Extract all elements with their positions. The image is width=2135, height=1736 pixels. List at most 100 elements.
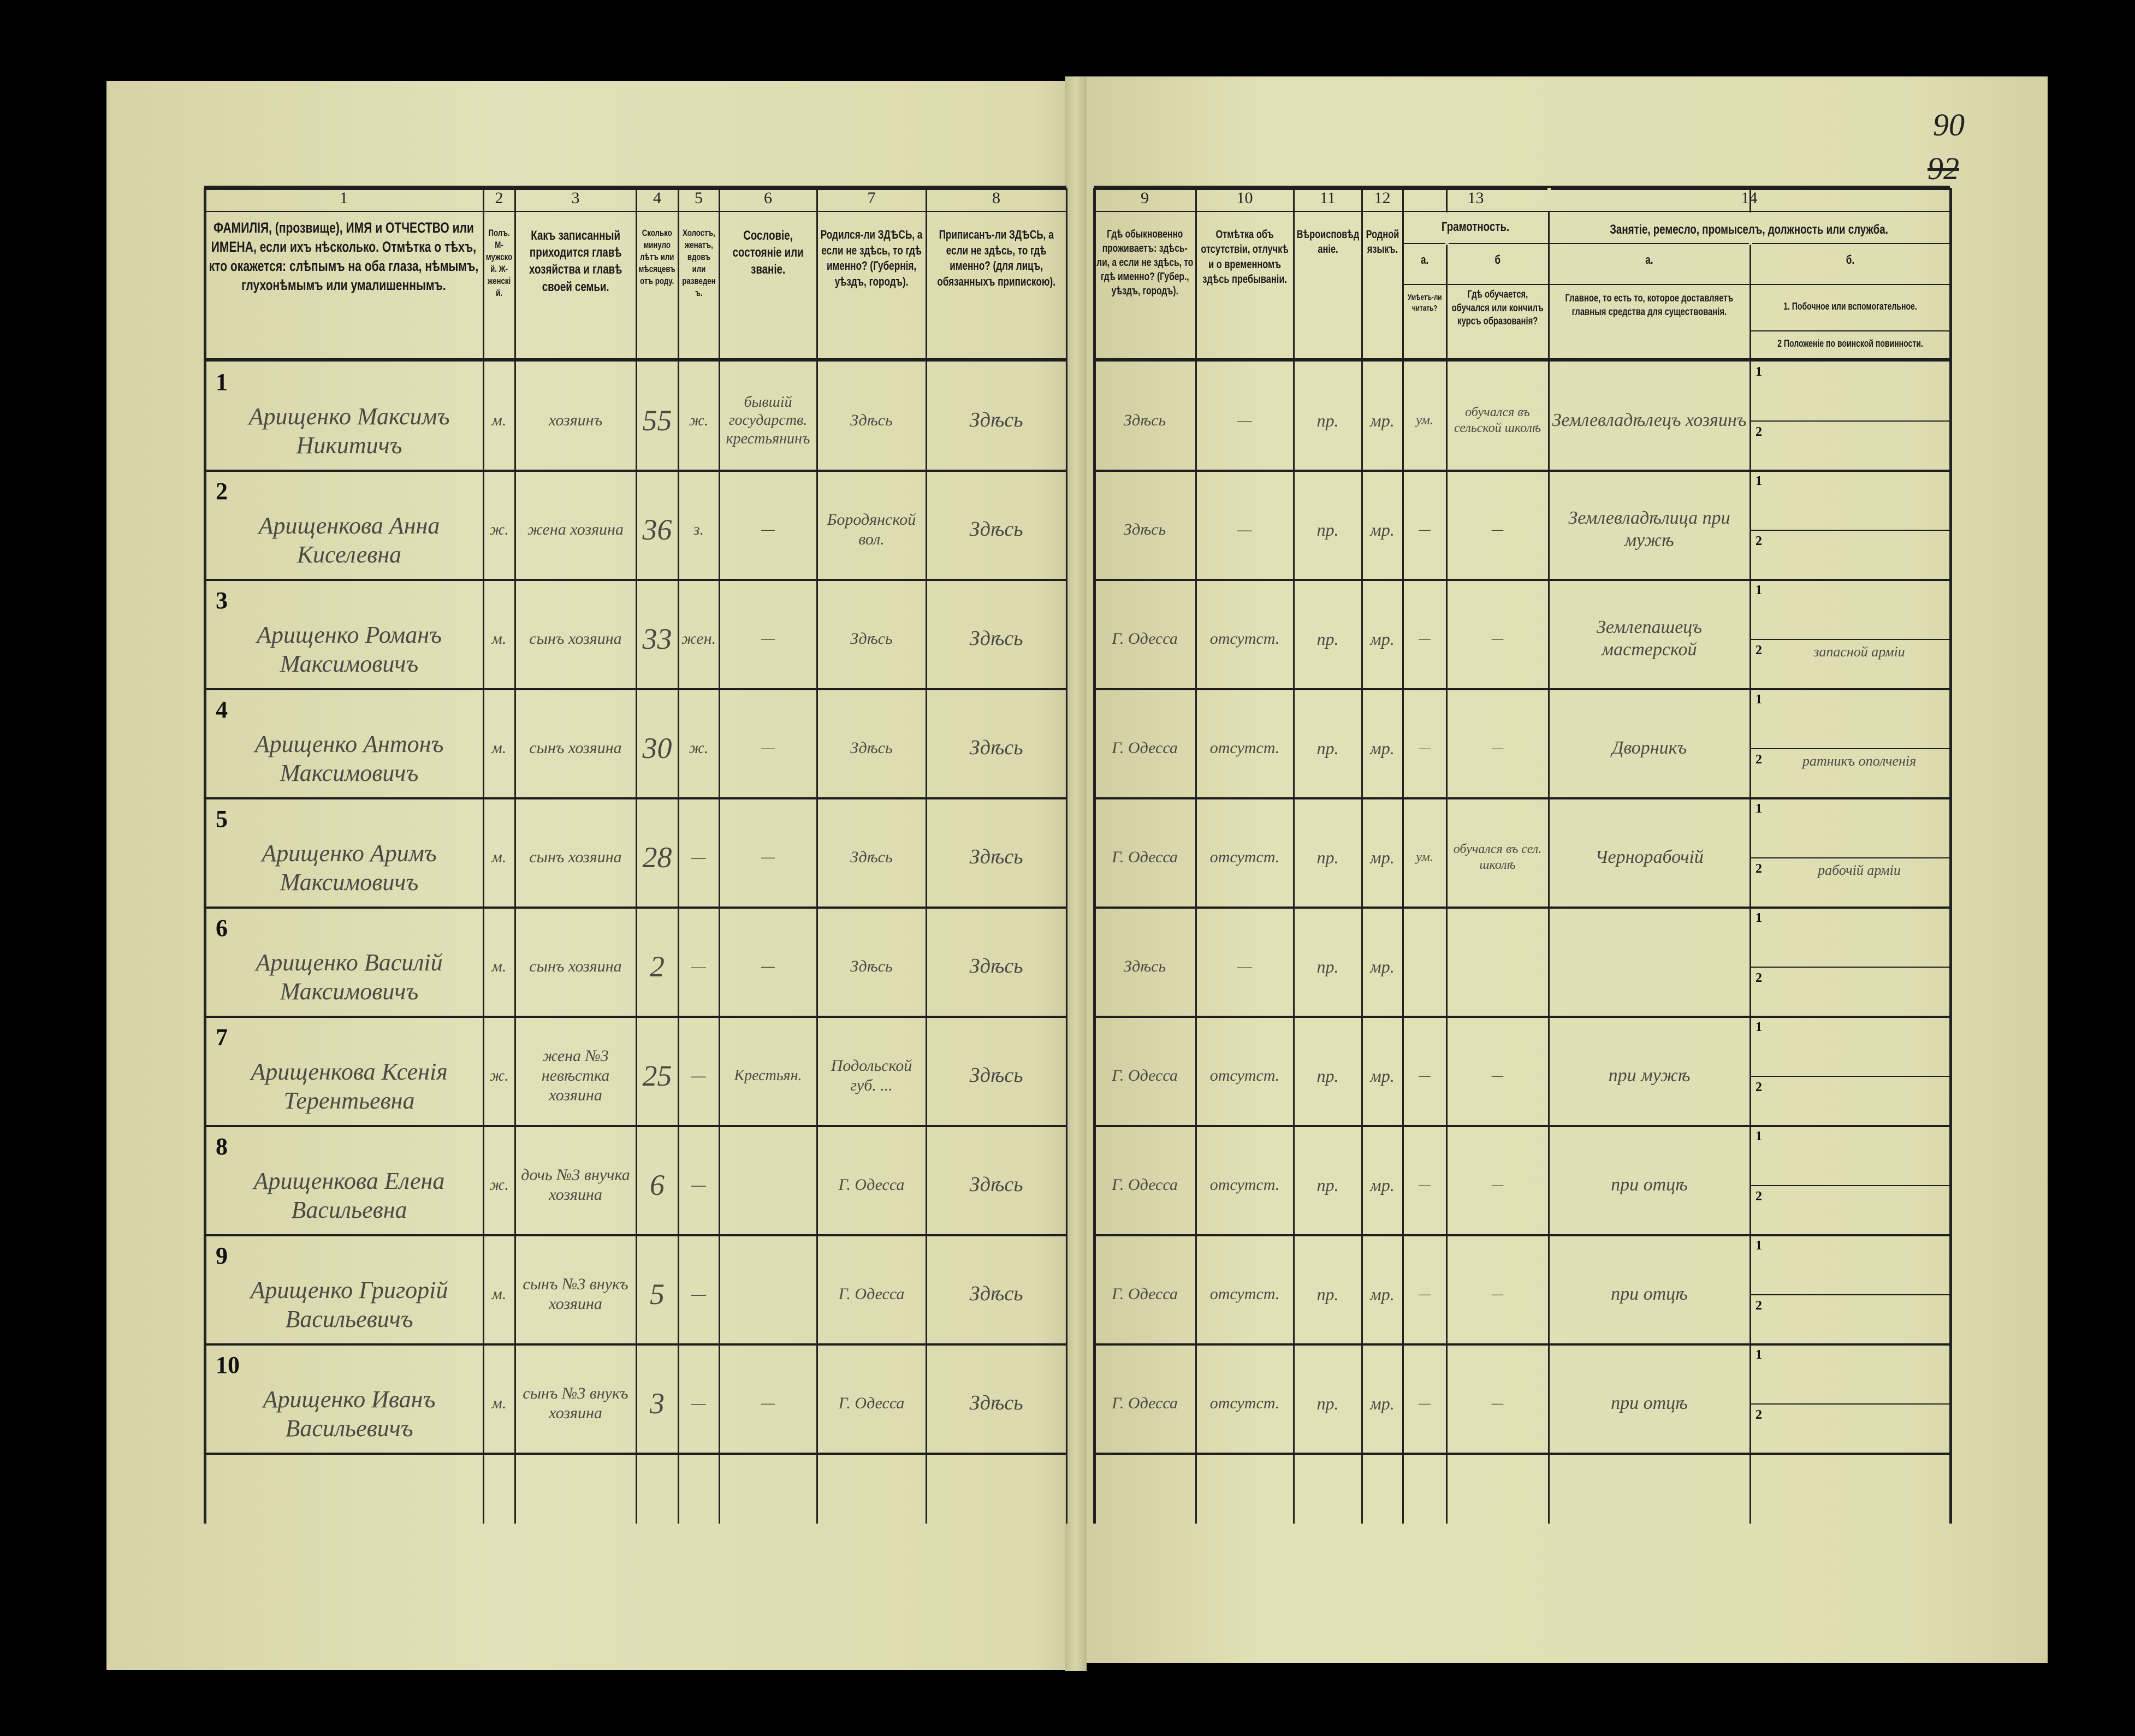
sub-number-1: 1 [1756, 692, 1762, 707]
column-header-c4: Сколько минуло лѣтъ или мѣсяцевъ отъ род… [638, 228, 676, 287]
cell-born: Бородянской вол. [827, 511, 916, 548]
cell-literate: ум. [1416, 850, 1433, 864]
cell-age: 55 [642, 404, 672, 437]
cell-school: — [1491, 1396, 1504, 1411]
sub-number-1: 1 [1756, 1020, 1762, 1034]
cell-marital: — [691, 1176, 706, 1194]
occupation-sub-rule [1549, 284, 1950, 285]
column-number-c9: 9 [1141, 189, 1149, 207]
cell-sex: ж. [489, 1067, 509, 1085]
cell-age: 28 [642, 840, 672, 874]
column-number-c1: 1 [340, 189, 348, 207]
cell-relation: сынъ хозяина [529, 848, 622, 866]
cell-name: Арищенкова Елена Васильевна [253, 1168, 445, 1223]
grammar-b-label: б [1494, 253, 1501, 266]
cell-born: Подольской губ. ... [831, 1057, 912, 1094]
cell-marital: з. [693, 520, 704, 538]
mask [1445, 212, 1449, 245]
cell-school: — [1491, 740, 1504, 755]
row-rule [204, 906, 1066, 909]
cell-marital: — [691, 1285, 706, 1303]
cell-relation: сынъ №3 внукъ хозяина [523, 1275, 628, 1313]
sub-number-2: 2 [1756, 425, 1762, 439]
column-header-c3: Какъ записанный приходится главѣ хозяйст… [529, 228, 622, 294]
grammar-sub-rule [1403, 284, 1549, 285]
cell-name: Арищенкова Анна Киселевна [258, 512, 440, 568]
top-rule [204, 186, 1066, 190]
row-number: 9 [216, 1242, 228, 1269]
column-rule [1446, 188, 1448, 1524]
row-rule [204, 1016, 1066, 1018]
cell-absence: отсутст. [1209, 1285, 1280, 1303]
occupation-b-row-split [1750, 1403, 1950, 1405]
cell-name: Арищенко Василій Максимовичъ [256, 949, 443, 1005]
row-number: 8 [216, 1133, 228, 1160]
cell-residence: Г. Одесса [1112, 630, 1178, 648]
cell-literate: — [1419, 631, 1431, 646]
sub-number-2: 2 [1756, 862, 1762, 876]
occupation-b-row-split [1750, 420, 1950, 422]
occupation-title: Занятіе, ремесло, промыселъ, должность и… [1610, 222, 1889, 237]
column-number-rule [1094, 211, 1950, 212]
cell-literate: — [1419, 1287, 1431, 1301]
cell-school: — [1491, 1068, 1504, 1083]
cell-marital: — [691, 1394, 706, 1412]
cell-school: — [1491, 631, 1504, 646]
cell-age: 36 [642, 513, 672, 546]
cell-religion: пр. [1316, 956, 1339, 976]
column-rule [1093, 188, 1096, 1524]
cell-sex: м. [491, 957, 507, 975]
cell-absence: — [1237, 411, 1252, 429]
cell-registered: Здѣсь [969, 1391, 1023, 1415]
cell-residence: Г. Одесса [1112, 1394, 1178, 1412]
column-rule [514, 188, 516, 1524]
column-number-c5: 5 [695, 189, 703, 207]
cell-born: Г. Одесса [838, 1176, 905, 1194]
column-header-c11: Вѣроисповѣданіе. [1296, 228, 1359, 256]
column-header-c9: Гдѣ обыкновенно проживаетъ: здѣсь-ли, а … [1096, 228, 1194, 297]
top-rule [1094, 186, 1950, 190]
occupation-b-row-split [1750, 1185, 1950, 1186]
cell-absence: отсутст. [1209, 848, 1280, 866]
column-rule [1749, 188, 1751, 1524]
cell-relation: жена №3 невѣстка хозяина [541, 1047, 610, 1104]
cell-sex: м. [491, 848, 507, 866]
column-rule [204, 188, 206, 1524]
cell-occ_main: Землевладѣлица при мужѣ [1568, 508, 1730, 550]
cell-literate: — [1419, 1068, 1431, 1083]
grammar-title-rule [1403, 243, 1549, 244]
column-number-c12: 12 [1374, 189, 1391, 207]
sub-number-2: 2 [1756, 1080, 1762, 1094]
cell-absence: — [1237, 957, 1252, 975]
cell-residence: Здѣсь [1123, 520, 1166, 538]
column-number-c13: 13 [1467, 189, 1484, 207]
cell-literate: — [1419, 1396, 1431, 1411]
cell-literate [1405, 923, 1444, 1010]
cell-military: запасной арміи [1813, 644, 1905, 660]
cell-language: мр. [1370, 629, 1395, 649]
row-rule [1094, 579, 1950, 581]
cell-school: — [1491, 522, 1504, 537]
occupation-a-label: а. [1645, 253, 1653, 266]
cell-relation: сынъ №3 внукъ хозяина [523, 1384, 628, 1422]
row-rule [1094, 1453, 1950, 1455]
cell-religion: пр. [1316, 1175, 1339, 1195]
occupation-b-row-split [1750, 857, 1950, 858]
cell-literate: — [1419, 522, 1431, 537]
cell-religion: пр. [1316, 1284, 1339, 1304]
column-number-rule [204, 211, 1066, 212]
column-number-c4: 4 [653, 189, 661, 207]
cell-born: Г. Одесса [838, 1394, 905, 1412]
cell-age: 30 [642, 731, 672, 765]
cell-born: Здѣсь [850, 848, 893, 866]
cell-born: Здѣсь [850, 739, 893, 757]
occupation-b-row-split [1750, 967, 1950, 968]
cell-religion: пр. [1316, 519, 1339, 540]
row-number: 2 [216, 478, 228, 505]
cell-name: Арищенко Романъ Максимовичъ [257, 621, 442, 677]
cell-military: ратникъ ополченія [1802, 753, 1917, 769]
cell-language: мр. [1370, 738, 1395, 758]
row-rule [1094, 797, 1950, 799]
row-number: 5 [216, 805, 228, 832]
cell-estate [721, 1141, 815, 1229]
